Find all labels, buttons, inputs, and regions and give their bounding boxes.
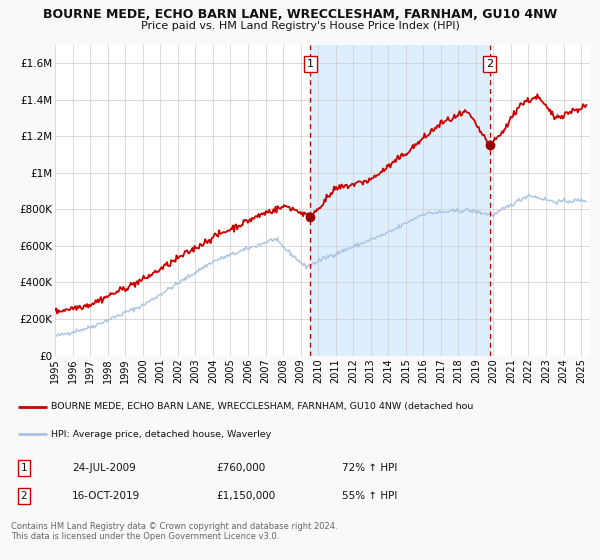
Text: £760,000: £760,000 [216,463,265,473]
Text: HPI: Average price, detached house, Waverley: HPI: Average price, detached house, Wave… [51,430,271,439]
Text: Contains HM Land Registry data © Crown copyright and database right 2024.: Contains HM Land Registry data © Crown c… [11,522,337,531]
Text: 72% ↑ HPI: 72% ↑ HPI [342,463,397,473]
Bar [310,45,490,356]
Text: BOURNE MEDE, ECHO BARN LANE, WRECCLESHAM, FARNHAM, GU10 4NW: BOURNE MEDE, ECHO BARN LANE, WRECCLESHAM… [43,8,557,21]
Text: 55% ↑ HPI: 55% ↑ HPI [342,491,397,501]
Text: 2: 2 [486,59,493,69]
Text: Price paid vs. HM Land Registry's House Price Index (HPI): Price paid vs. HM Land Registry's House … [140,21,460,31]
Text: 16-OCT-2019: 16-OCT-2019 [72,491,140,501]
Text: 2: 2 [20,491,28,501]
Text: 24-JUL-2009: 24-JUL-2009 [72,463,136,473]
Text: £1,150,000: £1,150,000 [216,491,275,501]
Text: 1: 1 [20,463,28,473]
Text: This data is licensed under the Open Government Licence v3.0.: This data is licensed under the Open Gov… [11,532,279,541]
Text: 1: 1 [307,59,314,69]
Text: BOURNE MEDE, ECHO BARN LANE, WRECCLESHAM, FARNHAM, GU10 4NW (detached hou: BOURNE MEDE, ECHO BARN LANE, WRECCLESHAM… [51,402,473,412]
